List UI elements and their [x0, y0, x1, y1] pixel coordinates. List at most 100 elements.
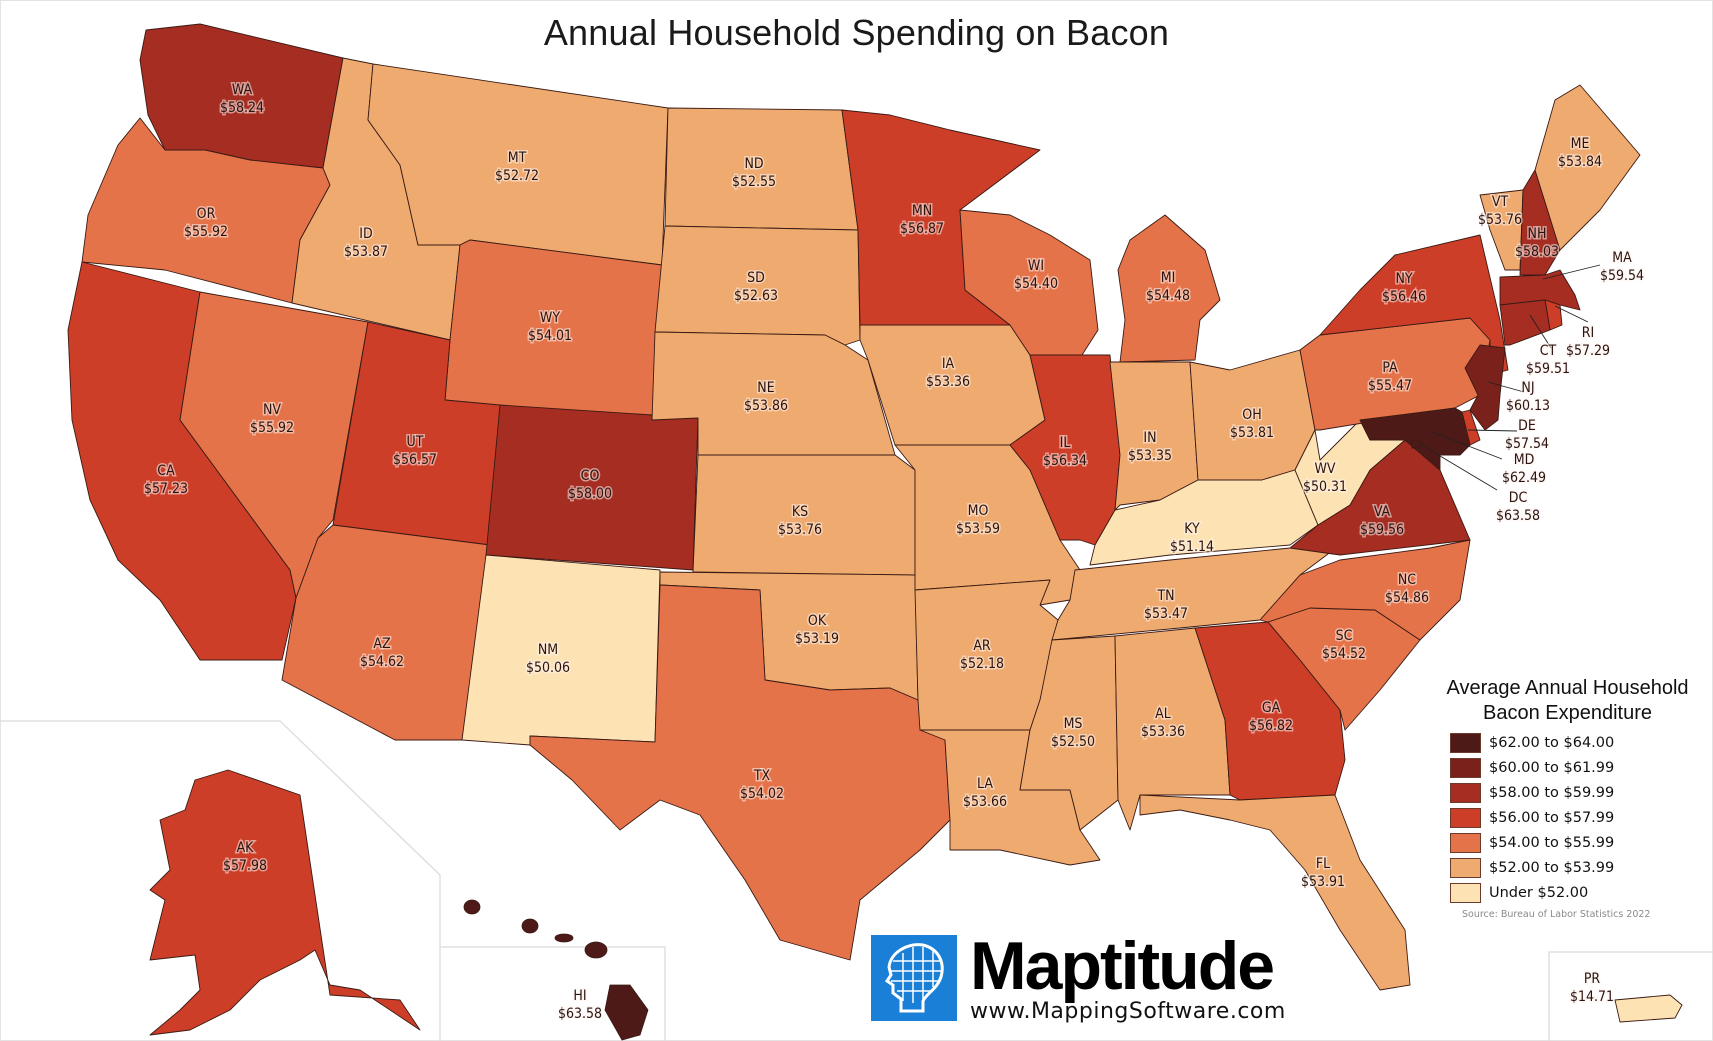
state-fl[interactable]: [1139, 794, 1411, 991]
maptitude-logo[interactable]: Maptitude www.MappingSoftware.com: [871, 932, 1286, 1024]
svg-text:NE: NE: [757, 380, 774, 396]
label-la: LA $53.66: [961, 775, 1008, 812]
legend-item: $60.00 to $61.99: [1450, 755, 1710, 780]
svg-text:FL: FL: [1316, 856, 1330, 872]
svg-text:$53.19: $53.19: [795, 631, 839, 647]
state-tx[interactable]: [529, 584, 951, 961]
svg-text:OH: OH: [1242, 407, 1261, 423]
label-ky: KY $51.14: [1168, 520, 1215, 557]
legend-label: $60.00 to $61.99: [1489, 759, 1615, 776]
label-al: AL $53.36: [1139, 705, 1186, 742]
legend-swatch: [1450, 757, 1481, 778]
svg-text:WI: WI: [1028, 258, 1044, 274]
states-layer: [67, 23, 1683, 1041]
label-ms: MS $52.50: [1049, 715, 1096, 752]
svg-text:$59.56: $59.56: [1360, 522, 1404, 538]
label-or: OR $55.92: [182, 205, 229, 242]
state-wv[interactable]: [1294, 419, 1406, 526]
legend-swatch: [1450, 807, 1481, 828]
svg-text:AL: AL: [1155, 706, 1171, 722]
svg-text:IN: IN: [1143, 430, 1156, 446]
state-md[interactable]: [1359, 407, 1471, 471]
svg-text:OK: OK: [808, 613, 827, 629]
svg-text:$53.87: $53.87: [344, 244, 388, 260]
svg-text:MS: MS: [1064, 716, 1083, 732]
svg-text:WA: WA: [232, 82, 253, 98]
legend-label: Under $52.00: [1489, 884, 1589, 901]
state-ak[interactable]: [149, 769, 421, 1036]
svg-text:DC: DC: [1509, 490, 1528, 506]
state-nm[interactable]: [461, 554, 661, 746]
state-mi[interactable]: [1117, 214, 1221, 363]
legend-swatch: [1450, 882, 1481, 903]
state-vt[interactable]: [1479, 189, 1524, 271]
label-il: IL $56.34: [1041, 434, 1088, 471]
legend-label: $56.00 to $57.99: [1489, 809, 1615, 826]
svg-text:AZ: AZ: [373, 636, 391, 652]
label-wa: WA $58.24: [218, 81, 265, 118]
leader-lines: [1419, 264, 1601, 491]
svg-text:ND: ND: [744, 156, 763, 172]
svg-text:$63.58: $63.58: [558, 1006, 602, 1022]
label-sd: SD $52.63: [732, 269, 779, 306]
legend-item: $62.00 to $64.00: [1450, 730, 1710, 755]
svg-text:PA: PA: [1382, 360, 1398, 376]
hawaii-inset-border: [440, 946, 666, 1041]
state-az[interactable]: [281, 524, 491, 741]
svg-text:TX: TX: [753, 768, 771, 784]
state-wi[interactable]: [959, 209, 1099, 356]
label-pr: PR $14.71: [1568, 970, 1615, 1007]
legend-label: $58.00 to $59.99: [1489, 784, 1615, 801]
svg-text:MD: MD: [1514, 452, 1535, 468]
state-dc[interactable]: [1411, 439, 1421, 449]
svg-text:$52.72: $52.72: [495, 168, 539, 184]
svg-text:$59.51: $59.51: [1526, 361, 1570, 377]
svg-text:$53.81: $53.81: [1230, 425, 1274, 441]
svg-text:WV: WV: [1314, 461, 1335, 477]
svg-text:$54.48: $54.48: [1146, 288, 1190, 304]
state-nc[interactable]: [1259, 539, 1471, 641]
state-me[interactable]: [1534, 84, 1641, 251]
state-ct[interactable]: [1499, 299, 1551, 346]
svg-text:MT: MT: [508, 150, 527, 166]
svg-text:NC: NC: [1398, 572, 1416, 588]
state-nh[interactable]: [1519, 169, 1561, 276]
svg-text:$63.58: $63.58: [1496, 508, 1540, 524]
svg-text:$53.84: $53.84: [1558, 154, 1602, 170]
svg-text:CA: CA: [157, 463, 175, 479]
svg-text:$56.57: $56.57: [393, 452, 437, 468]
svg-text:$53.35: $53.35: [1128, 448, 1172, 464]
svg-text:$57.29: $57.29: [1566, 343, 1610, 359]
label-ga: GA $56.82: [1247, 699, 1294, 736]
alaska-inset-border: [0, 720, 441, 1041]
state-pr[interactable]: [1614, 994, 1683, 1023]
svg-text:NH: NH: [1528, 226, 1547, 242]
label-oh: OH $53.81: [1228, 406, 1275, 443]
logo-text: Maptitude www.MappingSoftware.com: [970, 932, 1286, 1024]
label-nc: NC $54.86: [1383, 571, 1430, 608]
state-ar[interactable]: [914, 579, 1059, 731]
state-hi[interactable]: [463, 899, 649, 1041]
state-ny[interactable]: [1319, 234, 1509, 376]
svg-text:$56.46: $56.46: [1382, 289, 1426, 305]
legend-swatch: [1450, 782, 1481, 803]
label-co: CO $58.00: [566, 467, 613, 504]
svg-text:OR: OR: [197, 206, 216, 222]
logo-url-link[interactable]: www.MappingSoftware.com: [970, 999, 1286, 1024]
svg-text:$54.52: $54.52: [1322, 646, 1366, 662]
svg-text:$56.34: $56.34: [1043, 453, 1087, 469]
svg-text:$55.92: $55.92: [184, 224, 228, 240]
label-hi: HI $63.58: [556, 987, 603, 1024]
svg-text:$53.86: $53.86: [744, 398, 788, 414]
legend-swatch: [1450, 732, 1481, 753]
svg-text:KS: KS: [792, 504, 808, 520]
svg-text:CO: CO: [581, 468, 600, 484]
label-ca: CA $57.23: [142, 462, 189, 499]
legend-item: $52.00 to $53.99: [1450, 855, 1710, 880]
legend-title-line2: Bacon Expenditure: [1482, 702, 1652, 724]
svg-text:$54.86: $54.86: [1385, 590, 1429, 606]
svg-text:NV: NV: [263, 402, 281, 418]
svg-text:$54.01: $54.01: [528, 328, 572, 344]
svg-text:VT: VT: [1492, 194, 1509, 210]
svg-text:$54.40: $54.40: [1014, 276, 1058, 292]
